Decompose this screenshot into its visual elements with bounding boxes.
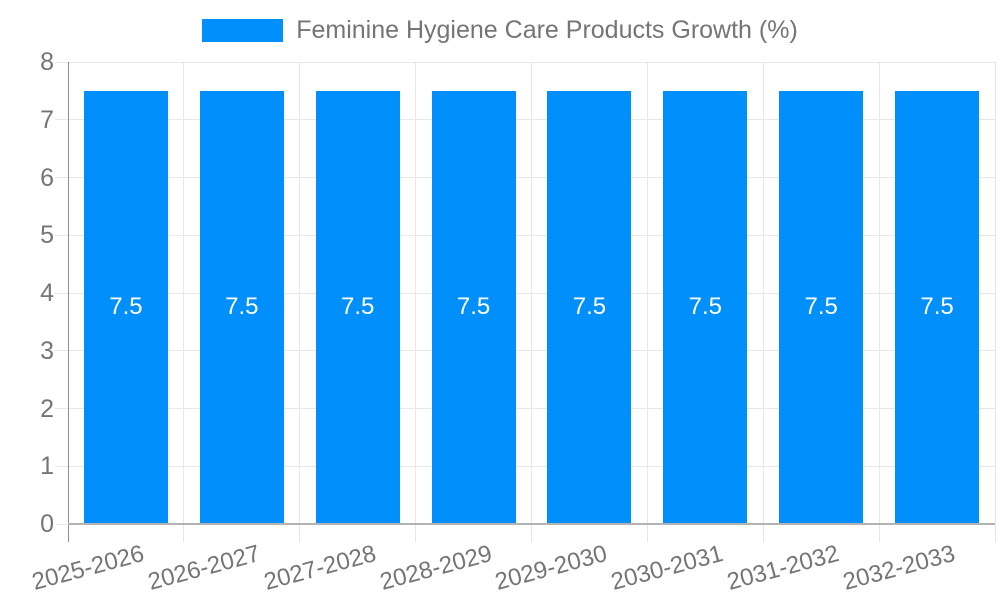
y-axis-label: 1 — [40, 452, 54, 481]
x-gridline — [531, 62, 532, 542]
bar[interactable]: 7.5 — [199, 90, 284, 524]
bar[interactable]: 7.5 — [83, 90, 168, 524]
y-axis-tick — [55, 234, 68, 236]
bar-value-label: 7.5 — [920, 293, 954, 321]
bar[interactable]: 7.5 — [663, 90, 748, 524]
x-gridline — [183, 62, 185, 542]
bar[interactable]: 7.5 — [431, 90, 516, 524]
y-axis-tick — [55, 177, 68, 178]
x-gridline — [878, 62, 880, 542]
legend-swatch-icon — [202, 19, 284, 42]
y-axis-label: 7 — [40, 105, 54, 134]
x-gridline — [299, 62, 301, 542]
y-axis-tick — [55, 523, 68, 525]
bar-value-label: 7.5 — [341, 293, 375, 321]
y-axis-label: 8 — [40, 48, 54, 76]
y-axis-tick — [55, 292, 68, 294]
x-gridline — [994, 62, 996, 542]
bar-value-label: 7.5 — [225, 293, 259, 321]
bar-value-label: 7.5 — [572, 293, 607, 321]
y-axis-label: 6 — [40, 163, 54, 192]
bar[interactable]: 7.5 — [315, 90, 400, 524]
x-gridline — [415, 62, 417, 542]
x-gridline — [646, 62, 648, 542]
legend-label: Feminine Hygiene Care Products Growth (%… — [296, 16, 798, 44]
legend[interactable]: Feminine Hygiene Care Products Growth (%… — [0, 16, 1000, 45]
bar-value-label: 7.5 — [688, 293, 722, 321]
y-axis-label: 4 — [40, 279, 54, 307]
bar[interactable]: 7.5 — [779, 90, 864, 524]
bar[interactable]: 7.5 — [895, 90, 980, 524]
y-axis-label: 3 — [40, 336, 54, 365]
bar[interactable]: 7.5 — [547, 90, 632, 524]
bar-value-label: 7.5 — [456, 293, 491, 321]
y-axis-tick — [55, 350, 68, 352]
y-axis-line — [67, 62, 69, 542]
y-axis-label: 5 — [40, 221, 54, 250]
bar-value-label: 7.5 — [109, 293, 143, 321]
x-gridline — [762, 62, 764, 542]
bar-value-label: 7.5 — [804, 293, 838, 321]
y-axis-label: 2 — [40, 394, 54, 423]
y-axis-label: 0 — [40, 510, 54, 538]
x-axis-line — [68, 523, 995, 525]
y-axis-tick — [55, 408, 68, 409]
y-axis-tick — [55, 119, 68, 121]
y-axis-tick — [55, 61, 68, 63]
y-axis-tick — [55, 465, 68, 467]
